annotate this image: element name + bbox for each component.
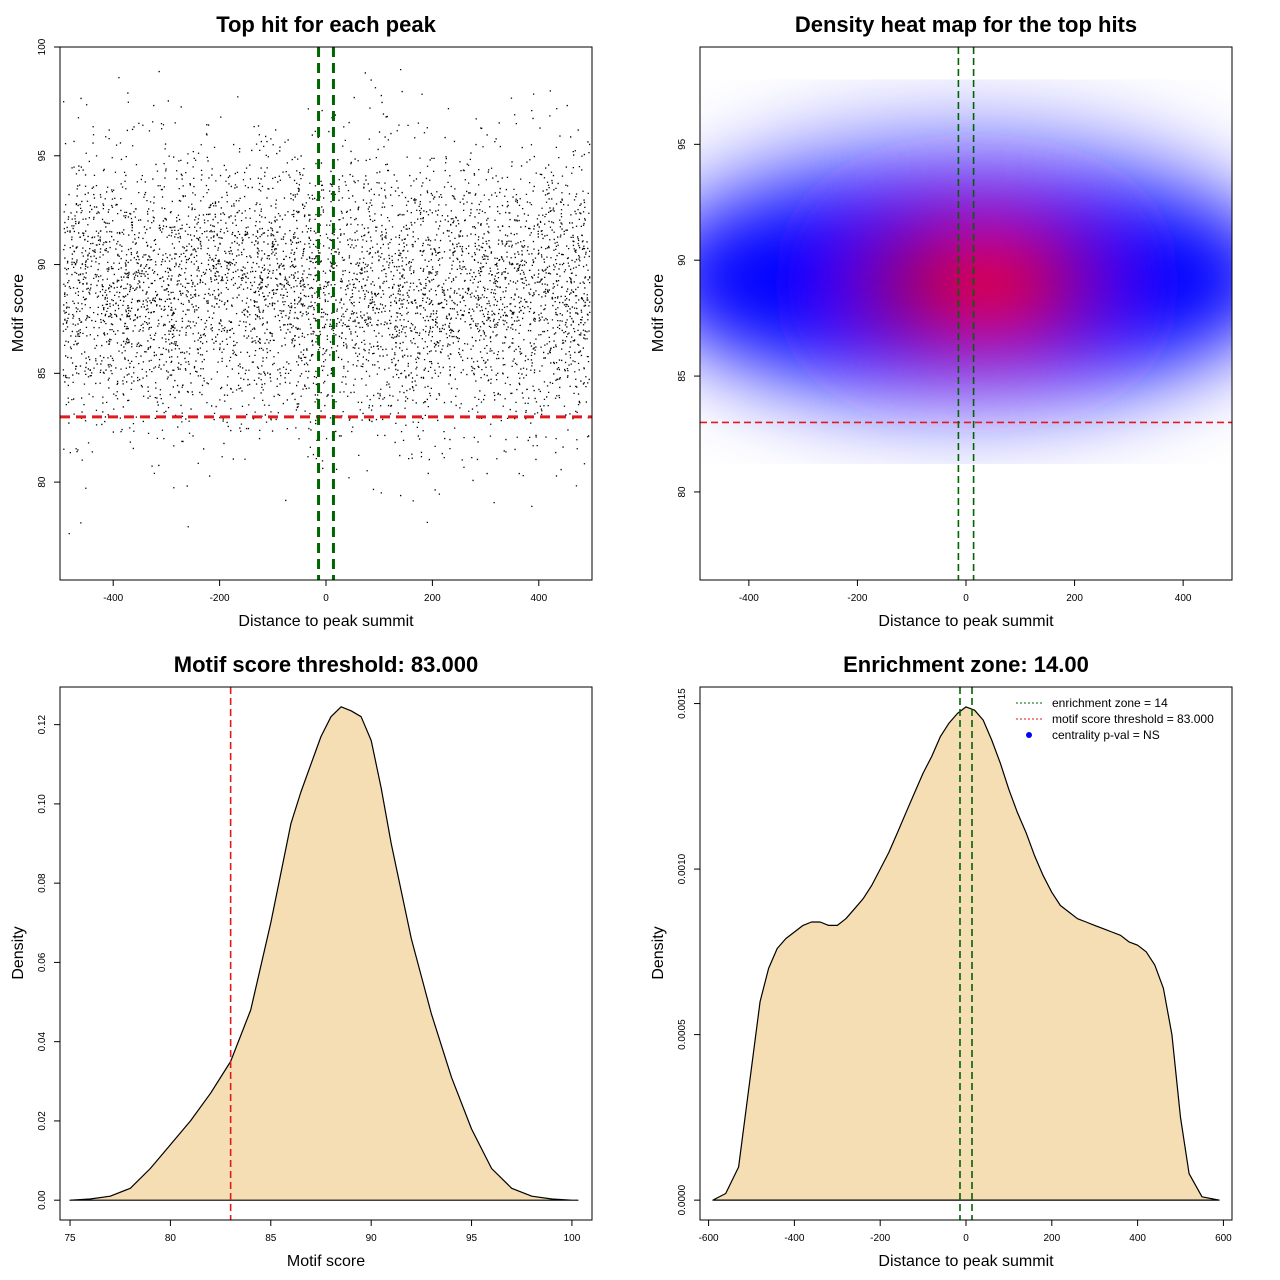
y-tick-label: 0.04 xyxy=(37,1032,48,1052)
x-tick-label: 80 xyxy=(165,1233,177,1244)
x-tick-label: -200 xyxy=(847,593,867,604)
panel-scatter: Top hit for each peak -400 -200 0 200 400 80 8… xyxy=(10,12,593,630)
y-tick-label: 0.00 xyxy=(37,1190,48,1210)
panel-title: Enrichment zone: 14.00 xyxy=(843,652,1089,677)
scatter-point-cloud xyxy=(62,69,591,535)
x-axis-label: Motif score xyxy=(287,1253,365,1270)
reference-lines xyxy=(60,47,592,580)
x-tick-label: 200 xyxy=(424,593,441,604)
reference-lines xyxy=(959,687,973,1220)
x-tick-label: 0 xyxy=(323,593,329,604)
y-tick-label: 90 xyxy=(677,254,688,266)
heatmap-field xyxy=(700,47,1232,580)
panel-score-density: Motif score threshold: 83.000 75 80 85 90 95… xyxy=(10,652,593,1270)
density-area xyxy=(712,706,1220,1201)
y-tick-label: 0.02 xyxy=(37,1111,48,1131)
density-curve xyxy=(69,706,579,1201)
x-tick-label: 200 xyxy=(1043,1233,1060,1244)
y-tick-label: 0.08 xyxy=(37,873,48,893)
y-tick-label: 0.06 xyxy=(37,952,48,972)
x-tick-label: 90 xyxy=(366,1233,378,1244)
heatmap-density xyxy=(700,111,1232,432)
x-tick-label: 0 xyxy=(963,593,969,604)
axes: -600 -400 -200 0 200 400 600 0.0000 0.0005 0.0010… xyxy=(677,688,1232,1244)
x-tick-label: 75 xyxy=(64,1233,76,1244)
panel-title: Motif score threshold: 83.000 xyxy=(174,652,478,677)
x-tick-label: -200 xyxy=(870,1233,890,1244)
y-tick-label: 0.12 xyxy=(37,714,48,734)
heatmap-peak xyxy=(939,244,1036,323)
legend-label: motif score threshold = 83.000 xyxy=(1052,712,1214,726)
y-tick-label: 0.0005 xyxy=(677,1019,688,1050)
panel-title: Density heat map for the top hits xyxy=(795,12,1137,37)
legend-swatch-pval xyxy=(1026,732,1032,738)
y-tick-label: 85 xyxy=(37,367,48,379)
y-tick-label: 80 xyxy=(37,476,48,488)
x-tick-label: 100 xyxy=(564,1233,581,1244)
density-area xyxy=(69,706,579,1201)
y-tick-label: 95 xyxy=(677,138,688,150)
x-tick-label: -600 xyxy=(699,1233,719,1244)
x-tick-label: -400 xyxy=(784,1233,804,1244)
x-axis-label: Distance to peak summit xyxy=(878,1253,1054,1270)
panel-heatmap: Density heat map for the top hits -400 -2… xyxy=(650,12,1233,630)
y-axis-label: Density xyxy=(650,926,667,979)
y-tick-label: 0.10 xyxy=(37,794,48,814)
x-tick-label: -200 xyxy=(210,593,230,604)
y-tick-label: 90 xyxy=(37,259,48,271)
x-tick-label: 95 xyxy=(466,1233,478,1244)
y-tick-label: 95 xyxy=(37,150,48,162)
x-tick-label: 85 xyxy=(265,1233,277,1244)
x-tick-label: -400 xyxy=(103,593,123,604)
x-tick-label: 0 xyxy=(963,1233,969,1244)
x-tick-label: 400 xyxy=(530,593,547,604)
y-tick-label: 0.0015 xyxy=(677,688,688,719)
y-tick-label: 100 xyxy=(37,38,48,55)
x-tick-label: 600 xyxy=(1215,1233,1232,1244)
y-tick-label: 85 xyxy=(677,370,688,382)
scatter-points xyxy=(62,69,591,535)
y-axis-label: Density xyxy=(10,926,27,979)
panel-title: Top hit for each peak xyxy=(216,12,436,37)
y-tick-label: 0.0010 xyxy=(677,853,688,884)
x-tick-label: 400 xyxy=(1175,593,1192,604)
y-tick-label: 0.0000 xyxy=(677,1184,688,1215)
x-tick-label: 400 xyxy=(1129,1233,1146,1244)
x-tick-label: -400 xyxy=(739,593,759,604)
axes: -400 -200 0 200 400 80 85 90 95 xyxy=(677,138,1192,604)
panel-distance-density: Enrichment zone: 14.00 -600 -400 -200 0 200 4… xyxy=(650,652,1233,1270)
y-tick-label: 80 xyxy=(677,486,688,498)
reference-lines xyxy=(700,47,1232,580)
legend: enrichment zone = 14 motif score thresho… xyxy=(1016,696,1214,742)
axes: 75 80 85 90 95 100 0.00 0.02 0.04 0.06 0.08 0.10 0.1… xyxy=(37,714,581,1244)
x-tick-label: 200 xyxy=(1066,593,1083,604)
legend-label: enrichment zone = 14 xyxy=(1052,696,1168,710)
x-axis-label: Distance to peak summit xyxy=(878,613,1054,630)
legend-label: centrality p-val = NS xyxy=(1052,728,1160,742)
density-curve xyxy=(712,706,1220,1201)
y-axis-label: Motif score xyxy=(650,274,667,352)
y-axis-label: Motif score xyxy=(10,274,27,352)
axes: -400 -200 0 200 400 80 85 90 95 100 xyxy=(37,38,548,604)
x-axis-label: Distance to peak summit xyxy=(238,613,414,630)
